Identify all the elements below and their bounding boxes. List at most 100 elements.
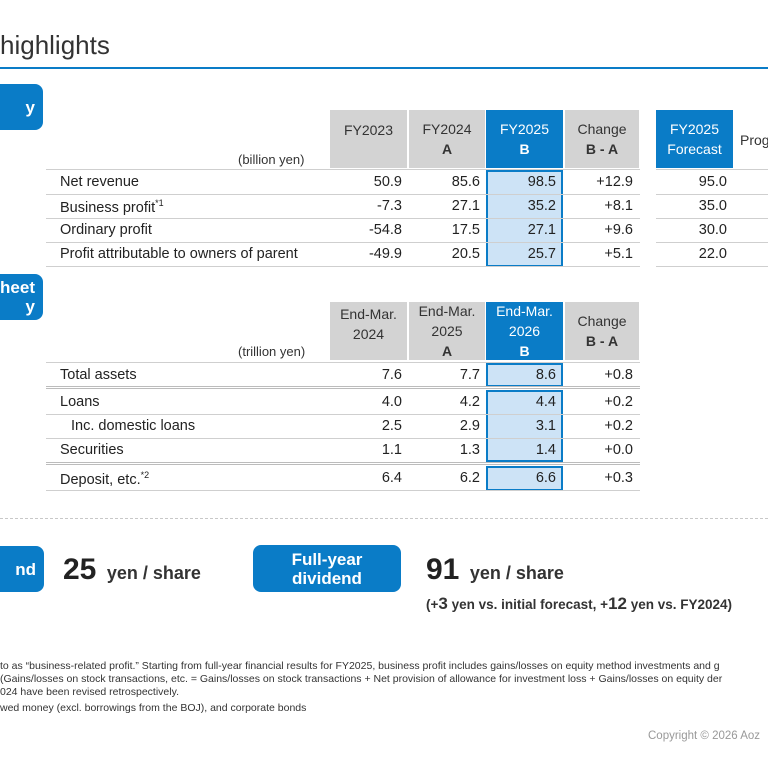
bs-double-rule: [46, 386, 640, 389]
pl-rule: [46, 218, 640, 219]
cell-change: +0.0: [604, 442, 633, 458]
pl-rule: [46, 242, 640, 243]
table-row: Securities 1.1 1.3 1.4 +0.0: [0, 438, 768, 462]
interim-dividend-badge: nd: [0, 546, 44, 592]
bs-rule: [46, 438, 640, 439]
cell-forecast: 95.0: [698, 174, 727, 190]
cell-2026: 8.6: [535, 367, 556, 383]
cell-2026: 4.4: [535, 394, 556, 410]
comparison-mid: yen vs. initial forecast, +: [447, 597, 609, 612]
bs-rule: [46, 414, 640, 415]
bs-double-rule: [46, 462, 640, 465]
footnote-marker: *2: [140, 470, 150, 480]
table-row: Net revenue 50.9 85.6 98.5 +12.9 95.0: [0, 170, 768, 194]
footnote-line: to as “business-related profit.” Startin…: [0, 660, 720, 672]
pl-unit: (billion yen): [238, 152, 305, 167]
pl-rule-forecast: [656, 218, 768, 219]
pl-header-fy2024: FY2024 A: [409, 110, 485, 168]
bs-section-badge: heet y: [0, 274, 43, 320]
cell-change: +0.2: [604, 418, 633, 434]
pl-header-fy2023: FY2023: [330, 110, 407, 168]
fullyear-badge-line1: Full-year: [291, 549, 363, 569]
pl-badge-label: y: [25, 97, 35, 117]
row-label: Securities: [60, 442, 124, 458]
comparison-suffix: yen vs. FY2024): [626, 597, 733, 612]
pl-header-fy2025-label: FY2025: [499, 121, 550, 137]
cell-2025: 4.2: [459, 394, 480, 410]
cell-2024: 2.5: [381, 418, 402, 434]
comparison-prefix: (+: [426, 597, 439, 612]
cell-fy2025: 25.7: [527, 246, 556, 262]
cell-2026: 6.6: [535, 470, 556, 486]
bs-header-change: Change B - A: [565, 302, 639, 360]
page-title: highlights: [0, 30, 110, 60]
pl-section-badge: y: [0, 84, 43, 130]
cell-forecast: 35.0: [698, 198, 727, 214]
cell-2025: 6.2: [459, 470, 480, 486]
pl-header-change: Change B - A: [565, 110, 639, 168]
cell-change: +5.1: [604, 246, 633, 262]
footnote-line: 024 have been revised retrospectively.: [0, 686, 179, 698]
cell-fy2023: 50.9: [373, 174, 402, 190]
row-label: Total assets: [60, 367, 137, 383]
pl-header-progress-label: Prog: [740, 132, 768, 148]
bs-header-change-label: Change: [577, 313, 627, 329]
bs-header-2025: End-Mar. 2025 A: [409, 302, 485, 360]
bs-unit: (trillion yen): [238, 344, 306, 359]
title-underline: [0, 67, 768, 69]
bs-header-2026-year: 2026: [508, 323, 541, 339]
interim-badge-label: nd: [15, 559, 36, 579]
pl-rule-top-forecast: [656, 169, 768, 170]
cell-2025: 7.7: [459, 367, 480, 383]
fullyear-dividend-badge: Full-year dividend: [253, 545, 401, 592]
pl-header-change-sub: B - A: [585, 141, 619, 157]
bs-2026-highlight-loans: [486, 390, 563, 462]
pl-rule-top: [46, 169, 640, 170]
bs-header-2026-label: End-Mar.: [496, 303, 553, 319]
cell-2024: 6.4: [381, 470, 402, 486]
bs-rule-top: [46, 362, 640, 363]
pl-rule: [46, 194, 640, 195]
cell-2026: 1.4: [535, 442, 556, 458]
cell-fy2023: -54.8: [368, 222, 402, 238]
row-label: Business profit*1: [60, 198, 164, 216]
cell-2025: 2.9: [459, 418, 480, 434]
bs-header-2024: End-Mar. 2024: [330, 302, 407, 360]
bs-header-2026: End-Mar. 2026 B: [486, 302, 563, 360]
cell-2024: 1.1: [381, 442, 402, 458]
copyright: Copyright © 2026 Aoz: [648, 730, 761, 742]
pl-header-forecast-label: FY2025: [669, 121, 720, 137]
pl-header-change-label: Change: [577, 121, 627, 137]
row-label: Net revenue: [60, 174, 139, 190]
pl-header-fy2024-sub: A: [441, 141, 453, 157]
table-row: Profit attributable to owners of parent …: [0, 242, 768, 266]
pl-rule-forecast: [656, 194, 768, 195]
cell-forecast: 30.0: [698, 222, 727, 238]
bs-badge-line1: heet: [0, 278, 35, 297]
footnote-line: wed money (excl. borrowings from the BOJ…: [0, 702, 307, 714]
pl-header-fy2025: FY2025 B: [486, 110, 563, 168]
cell-fy2025: 27.1: [527, 222, 556, 238]
pl-header-progress: Prog: [735, 110, 768, 168]
cell-fy2023: -7.3: [377, 198, 402, 214]
table-row: Loans 4.0 4.2 4.4 +0.2: [0, 390, 768, 414]
bs-header-2025-label: End-Mar.: [418, 303, 476, 319]
cell-fy2025: 35.2: [527, 198, 556, 214]
bs-header-2025-year: 2025: [431, 323, 463, 339]
pl-header-fy2025-sub: B: [519, 141, 530, 157]
row-label: Ordinary profit: [60, 222, 152, 238]
cell-fy2024: 85.6: [451, 174, 480, 190]
table-row: Deposit, etc.*2 6.4 6.2 6.6 +0.3: [0, 466, 768, 490]
bs-header-2026-sub: B: [519, 343, 530, 359]
pl-rule-forecast: [656, 242, 768, 243]
interim-dividend-unit: yen / share: [106, 563, 201, 583]
cell-fy2023: -49.9: [368, 246, 402, 262]
bs-badge-line2: y: [25, 297, 35, 316]
row-label: Deposit, etc.*2: [60, 470, 150, 488]
cell-fy2024: 27.1: [451, 198, 480, 214]
footnote-marker: *1: [155, 198, 164, 208]
bs-header-2024-label: End-Mar.: [340, 306, 397, 322]
table-row: Ordinary profit -54.8 17.5 27.1 +9.6 30.…: [0, 218, 768, 242]
cell-change: +0.3: [604, 470, 633, 486]
footnote-line: (Gains/losses on stock transactions, etc…: [0, 673, 723, 685]
